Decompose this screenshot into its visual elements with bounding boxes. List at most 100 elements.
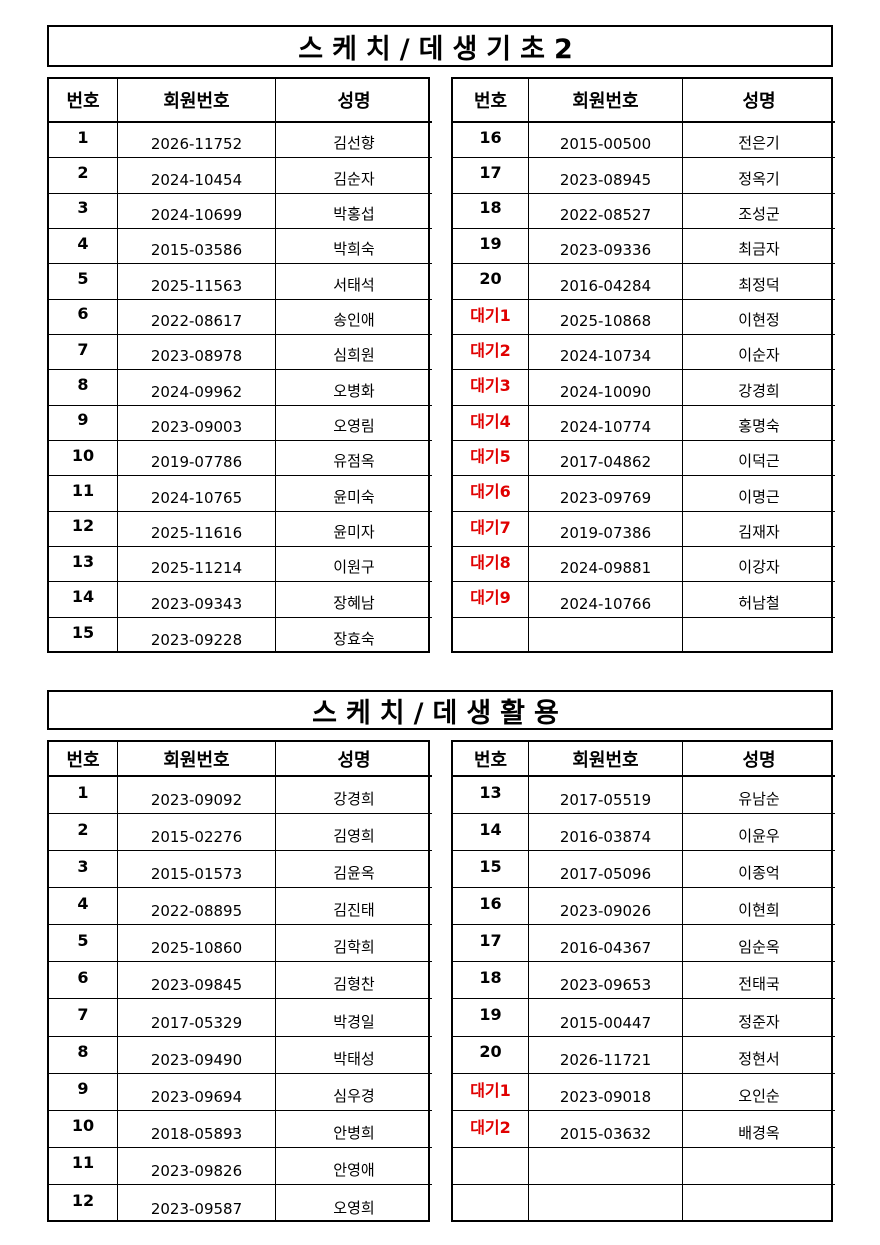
table-cell: 박경일 (276, 999, 432, 1037)
table-cell: 2022-08895 (118, 888, 276, 926)
table-cell: 정현서 (683, 1037, 835, 1074)
table-cell: 박홍섭 (276, 194, 432, 229)
header-cell: 번호 (453, 79, 529, 123)
table-cell: 허남철 (683, 582, 835, 618)
table: 번호 1 2 3 4 5 6 7 8 9 10 11 12 회원번호 2023-09092 2015-0227… (47, 740, 432, 1222)
table-cell: 대기8 (453, 546, 529, 583)
empty-cell (683, 1185, 835, 1222)
table-cell: 유점옥 (276, 441, 432, 477)
table-cell: 최금자 (683, 229, 835, 265)
table-cell: 안병희 (276, 1111, 432, 1148)
table-cell: 오병화 (276, 370, 432, 406)
header-cell: 성명 (683, 79, 835, 123)
table: 번호 13 14 15 16 17 18 19 20 대기1 대기2 회원번호 2017-05519 20… (451, 740, 835, 1222)
table-cell: 김순자 (276, 158, 432, 194)
table-cell: 6 (49, 299, 118, 335)
table-cell: 2 (49, 158, 118, 194)
table-cell: 2022-08617 (118, 299, 276, 335)
table-cell: 2023-09092 (118, 777, 276, 815)
table-cell: 2023-09003 (118, 405, 276, 441)
table-cell: 16 (453, 123, 529, 159)
table-cell: 2016-04367 (529, 925, 683, 963)
table-cell: 2023-09018 (529, 1073, 683, 1111)
table-cell: 2015-00500 (529, 123, 683, 159)
table-cell: 18 (453, 193, 529, 229)
table-cell: 오인순 (683, 1074, 835, 1111)
table-cell: 19 (453, 228, 529, 265)
header-cell: 번호 (453, 742, 529, 777)
table-cell: 2015-03586 (118, 228, 276, 265)
header-cell: 번호 (49, 742, 118, 777)
table-cell: 대기7 (453, 511, 529, 547)
table-cell: 서태석 (276, 264, 432, 300)
table-cell: 유남순 (683, 777, 835, 815)
table-cell: 2015-03632 (529, 1110, 683, 1148)
table-cell: 2025-11214 (118, 546, 276, 583)
table-cell: 2017-05096 (529, 851, 683, 889)
empty-cell (453, 617, 529, 653)
table-cell: 전은기 (683, 123, 835, 159)
table-cell: 이명근 (683, 476, 835, 512)
table-cell: 2023-09026 (529, 888, 683, 926)
table-cell: 김윤옥 (276, 851, 432, 889)
table-cell: 2024-10454 (118, 158, 276, 194)
table-cell: 16 (453, 888, 529, 926)
table-cell: 2023-09826 (118, 1147, 276, 1185)
table-cell: 2023-08945 (529, 158, 683, 194)
table-cell: 8 (49, 370, 118, 406)
table-cell: 2025-11563 (118, 264, 276, 300)
header-cell: 회원번호 (529, 79, 683, 123)
table-cell: 이덕근 (683, 441, 835, 477)
empty-cell (529, 617, 683, 653)
table-cell: 강경희 (276, 777, 432, 815)
table-cell: 18 (453, 962, 529, 1000)
table-cell: 6 (49, 962, 118, 1000)
table-cell: 송인애 (276, 300, 432, 335)
table-cell: 2025-10868 (529, 299, 683, 335)
table-cell: 이현정 (683, 300, 835, 335)
table-cell: 대기1 (453, 1073, 529, 1111)
table-cell: 2015-02276 (118, 814, 276, 852)
table-cell: 9 (49, 405, 118, 441)
table-cell: 심우경 (276, 1074, 432, 1111)
table-cell: 오영희 (333, 1198, 375, 1217)
table-cell: 17 (453, 925, 529, 963)
table-cell: 김선향 (276, 123, 432, 159)
table-cell: 장효숙 (333, 629, 375, 648)
table-cell: 17 (453, 158, 529, 194)
table-cell: 2016-03874 (529, 814, 683, 852)
empty-cell (453, 1184, 529, 1222)
table-cell: 장혜남 (276, 582, 432, 618)
table-cell: 2024-10766 (529, 582, 683, 618)
table-cell: 9 (49, 1073, 118, 1111)
table-cell: 2016-04284 (529, 264, 683, 300)
table-cell: 2019-07386 (529, 511, 683, 547)
table-cell: 2023-09228 (118, 617, 276, 653)
table-cell: 2023-09845 (118, 962, 276, 1000)
header-cell: 성명 (683, 742, 835, 777)
table-cell: 2024-10090 (529, 370, 683, 406)
table-cell: 2024-10765 (118, 476, 276, 512)
table-cell: 심희원 (276, 335, 432, 371)
table-cell: 4 (49, 888, 118, 926)
header-cell: 회원번호 (529, 742, 683, 777)
table-cell: 대기4 (453, 405, 529, 441)
table-cell: 조성군 (683, 194, 835, 229)
table-cell: 2025-11616 (118, 511, 276, 547)
table-cell: 20 (453, 1036, 529, 1074)
table-cell: 2024-10774 (529, 405, 683, 441)
table-cell: 안영애 (276, 1148, 432, 1185)
table-cell: 11 (49, 476, 118, 512)
table-cell: 2025-10860 (118, 925, 276, 963)
header-cell: 성명 (276, 742, 432, 777)
table-cell: 4 (49, 228, 118, 265)
table-cell: 윤미숙 (276, 476, 432, 512)
empty-cell (529, 1184, 683, 1222)
table-cell: 2023-09587 (118, 1184, 276, 1222)
table-cell: 박태성 (276, 1037, 432, 1074)
table-cell: 이윤우 (683, 814, 835, 852)
table-cell: 20 (453, 264, 529, 300)
table-cell: 대기6 (453, 476, 529, 512)
table-cell: 2018-05893 (118, 1110, 276, 1148)
table-cell: 대기2 (453, 1110, 529, 1148)
